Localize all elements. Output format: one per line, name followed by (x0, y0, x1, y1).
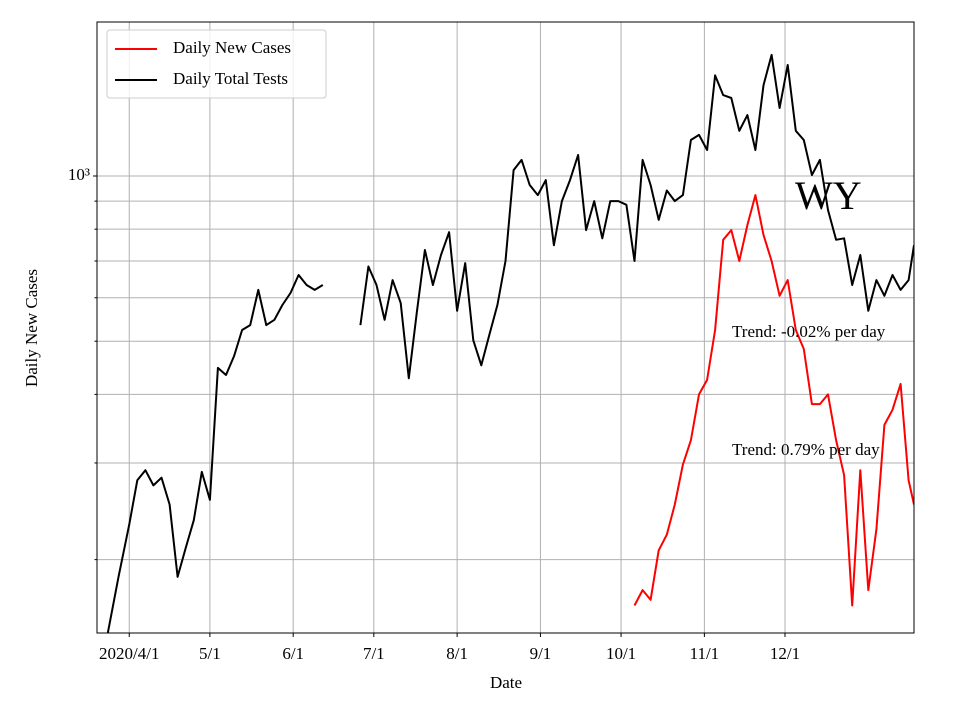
x-tick-label: 11/1 (690, 644, 720, 663)
legend-box (106, 29, 327, 99)
x-tick-label: 2020/4/1 (99, 644, 159, 663)
x-tick-label: 10/1 (606, 644, 636, 663)
x-axis-label: Date (490, 673, 522, 692)
annotation: Trend: 0.79% per day (732, 440, 880, 459)
data-line (106, 53, 914, 633)
x-tick-label: 7/1 (363, 644, 385, 663)
x-tick-label: 8/1 (446, 644, 468, 663)
y-tick-label: 10³ (68, 165, 90, 184)
x-tick-label: 6/1 (282, 644, 304, 663)
x-tick-label: 9/1 (530, 644, 552, 663)
y-axis-label: Daily New Cases (22, 269, 41, 387)
plot-area (106, 53, 914, 633)
x-tick-label: 5/1 (199, 644, 221, 663)
data-line (633, 194, 914, 607)
x-tick-label: 12/1 (770, 644, 800, 663)
plot-frame (96, 21, 915, 634)
annotation: WY (795, 173, 862, 218)
annotation: Trend: -0.02% per day (732, 322, 886, 341)
legend-label: Daily Total Tests (173, 69, 288, 88)
legend-label: Daily New Cases (173, 38, 291, 57)
